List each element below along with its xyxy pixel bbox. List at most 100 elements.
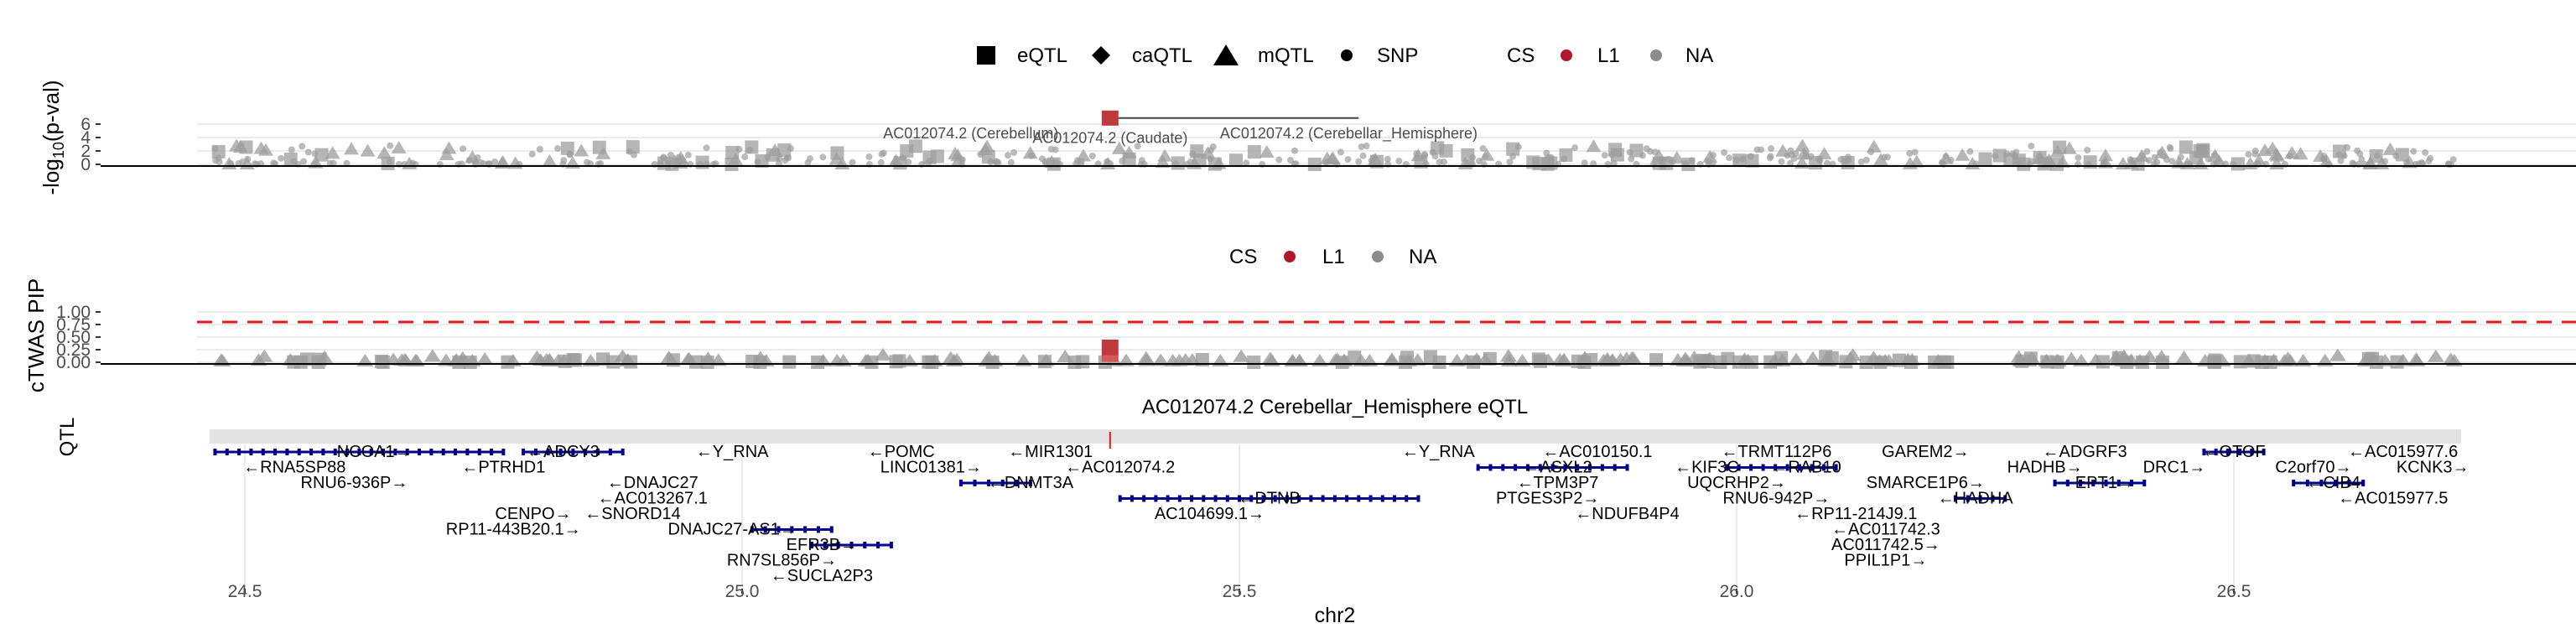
gene-exon — [1978, 495, 1982, 502]
ctwas-mqtl-point — [2407, 352, 2425, 366]
mqtl-point — [2382, 142, 2398, 155]
snp-point — [2075, 154, 2082, 162]
snp-point — [1815, 155, 1822, 163]
gene-panel-title: AC012074.2 Cerebellar_Hemisphere eQTL — [1142, 396, 1528, 418]
gene-exon — [876, 542, 880, 548]
snp-point — [1291, 147, 1299, 154]
snp-point — [2337, 157, 2345, 164]
mqtl-point — [2039, 155, 2055, 169]
snp-point — [877, 158, 885, 166]
ctwas-eqtl-point — [811, 355, 825, 369]
mqtl-point — [1586, 139, 1602, 153]
snp-point — [1138, 157, 1145, 164]
ctwas-eqtl-point — [1037, 355, 1052, 369]
snp-point — [1514, 143, 1522, 151]
gene-exon — [2333, 480, 2337, 486]
legend-eqtl-swatch — [977, 46, 995, 65]
gene-exon — [1725, 464, 1729, 471]
eqtl-point — [2131, 157, 2145, 171]
eqtl-point — [2179, 140, 2193, 154]
snp-point — [1778, 158, 1785, 165]
snp-point — [2138, 152, 2146, 159]
legend-mqtl-label: mQTL — [1258, 44, 1314, 67]
gene-exon — [1028, 480, 1032, 486]
gene-exon — [297, 449, 301, 455]
gene-exon — [2292, 480, 2296, 486]
gene-exon — [465, 449, 470, 455]
gene-exon — [1550, 464, 1555, 471]
gene-exon — [1154, 495, 1158, 502]
snp-point — [804, 158, 812, 166]
ctwas-panel: 0.000.250.500.751.00 cTWAS PIP — [23, 278, 2576, 392]
mqtl-point — [391, 141, 407, 154]
snp-point — [2143, 148, 2151, 155]
snp-point — [1768, 145, 1775, 153]
snp-point — [1007, 158, 1015, 166]
snp-point — [1469, 153, 1477, 161]
gene-label: RNU6-942P→ — [1723, 490, 1831, 508]
gene-exon — [596, 449, 600, 455]
gene-exon — [1737, 464, 1741, 471]
gene-exon — [2319, 480, 2324, 486]
ctwas-legend-title: CS — [1229, 246, 1257, 268]
ctwas-eqtl-point — [782, 355, 797, 369]
gene-exon — [1261, 495, 1265, 502]
gene-exon — [1822, 464, 1826, 471]
gene-exon — [1600, 464, 1604, 471]
gene-exon — [1966, 495, 1970, 502]
mqtl-point — [1155, 155, 1171, 169]
snp-point — [1615, 150, 1623, 158]
gene-exon — [1798, 464, 1802, 471]
mqtl-point — [673, 150, 688, 164]
gene-exon — [1991, 495, 1995, 502]
eqtl-point — [1046, 157, 1061, 171]
snp-point — [782, 157, 789, 164]
ctwas-legend-na-label: NA — [1409, 246, 1436, 268]
qtl-annotation-label: AC012074.2 (Caudate) — [1032, 129, 1187, 146]
snp-point — [1881, 153, 1888, 161]
gene-label: C2orf70→ — [2275, 459, 2351, 477]
ctwas-eqtl-point — [1247, 355, 1261, 369]
gene-exon — [454, 449, 458, 455]
ctwas-mqtl-point — [681, 352, 699, 366]
snp-point — [1721, 148, 1728, 156]
gene-label: ←SNORD14 — [584, 505, 680, 523]
ctwas-eqtl-point — [1721, 351, 1735, 366]
snp-point — [1626, 148, 1633, 156]
gene-exon — [2091, 480, 2096, 486]
gene-exon — [2361, 480, 2366, 486]
snp-point — [1004, 152, 1011, 159]
gene-exon — [285, 449, 289, 455]
gene-label: ←Y_RNA — [1402, 443, 1475, 461]
eqtl-point — [900, 144, 914, 158]
snp-point — [1787, 147, 1794, 154]
snp-point — [1384, 155, 1391, 163]
mqtl-point — [542, 153, 558, 167]
gene-label: LINC01381→ — [880, 459, 982, 477]
ctwas-eqtl-point — [2208, 355, 2222, 369]
mqtl-point — [377, 146, 392, 159]
gene-exon — [1297, 495, 1301, 502]
snp-point — [326, 159, 334, 167]
snp-point — [2422, 148, 2429, 156]
eqtl-point — [1208, 157, 1222, 171]
x-tick-label: 25.5 — [1223, 582, 1257, 601]
gene-label: ←DNAJC27 — [607, 474, 699, 492]
gene-label: ←ADGRF3 — [2043, 443, 2127, 461]
snp-point — [987, 158, 995, 165]
gene-exon — [1514, 464, 1518, 471]
gene-exon — [1405, 495, 1409, 502]
ctwas-eqtl-point — [501, 355, 515, 369]
snp-point — [1601, 152, 1608, 159]
snp-point — [1651, 148, 1659, 156]
legend-cs-title: CS — [1507, 44, 1535, 67]
ctwas-mqtl-point — [528, 350, 546, 363]
gene-label: ←AC013267.1 — [598, 490, 708, 508]
snp-point — [684, 151, 692, 158]
snp-point — [880, 149, 887, 157]
ctwas-eqtl-point — [1533, 354, 1547, 368]
legend-snp-label: SNP — [1377, 44, 1418, 67]
gene-exon — [803, 526, 808, 533]
gene-exon — [2347, 480, 2351, 486]
gene-exon — [1501, 464, 1505, 471]
